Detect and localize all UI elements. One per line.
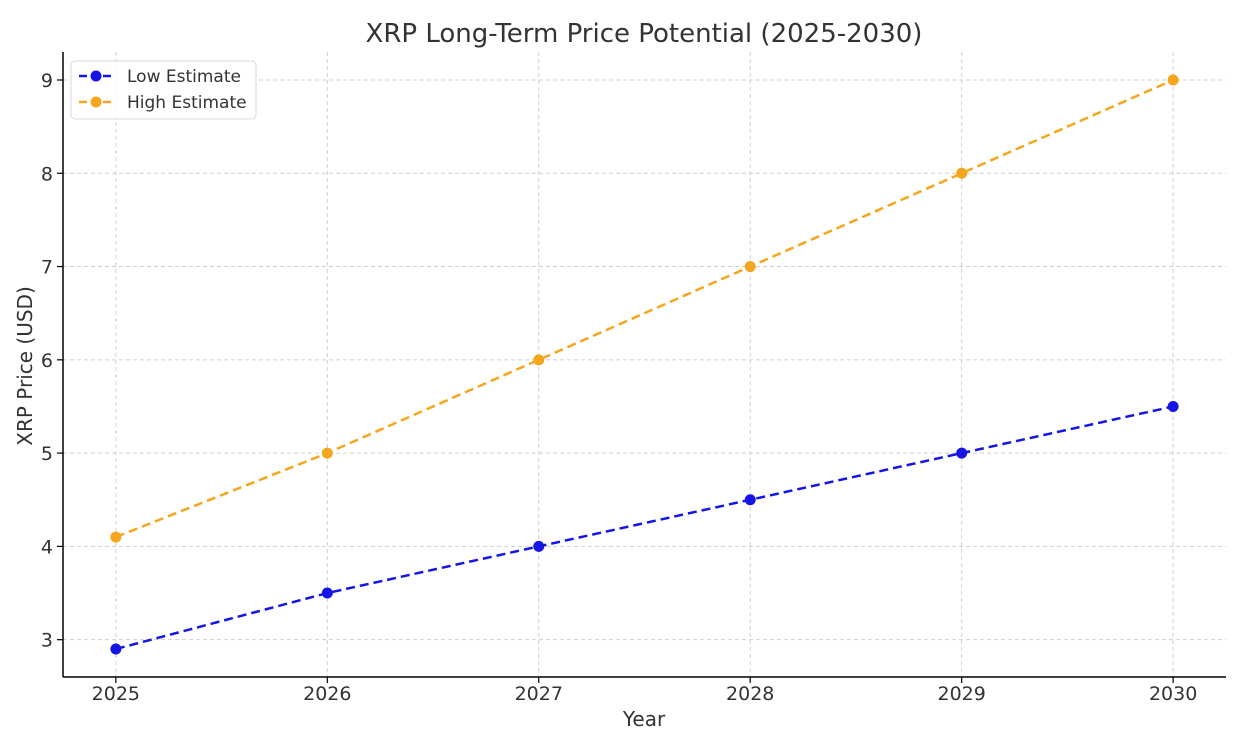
- y-tick-label: 6: [41, 350, 53, 372]
- data-point: [110, 531, 122, 543]
- series-layer: [110, 74, 1179, 655]
- x-tick-label: 2028: [726, 683, 774, 705]
- legend-item: Low Estimate: [79, 67, 241, 87]
- y-tick-label: 9: [41, 70, 53, 92]
- series-low-estimate: [110, 400, 1179, 655]
- data-point: [956, 447, 968, 459]
- data-point: [744, 494, 756, 506]
- series-high-estimate: [110, 74, 1179, 543]
- x-axis-label: Year: [622, 707, 666, 731]
- chart-title: XRP Long-Term Price Potential (2025-2030…: [366, 19, 923, 49]
- data-point: [533, 540, 545, 552]
- grid-lines: [63, 52, 1226, 677]
- legend-marker: [90, 70, 102, 82]
- series-line: [115, 405, 1174, 651]
- tick-labels: 2025 2026 2027 2028 2029 2030 3 4 5 6 7 8 9: [41, 70, 1197, 705]
- x-tick-label: 2029: [938, 683, 986, 705]
- x-tick-label: 2027: [515, 683, 563, 705]
- legend-box: [70, 60, 257, 120]
- data-point: [321, 587, 333, 599]
- series-line: [115, 78, 1174, 539]
- y-tick-label: 3: [41, 630, 53, 652]
- data-point: [110, 643, 122, 655]
- legend: Low Estimate High Estimate: [70, 60, 257, 120]
- data-point: [1167, 400, 1179, 412]
- x-tick-label: 2030: [1149, 683, 1197, 705]
- legend-item: High Estimate: [79, 93, 247, 113]
- data-point: [533, 354, 545, 366]
- y-tick-label: 5: [41, 443, 53, 465]
- legend-marker: [90, 96, 102, 108]
- y-tick-label: 8: [41, 163, 53, 185]
- data-point: [321, 447, 333, 459]
- y-tick-label: 7: [41, 257, 53, 279]
- data-point: [1167, 74, 1179, 86]
- x-tick-label: 2025: [92, 683, 140, 705]
- axes: [57, 52, 1226, 683]
- x-tick-label: 2026: [303, 683, 351, 705]
- data-point: [956, 167, 968, 179]
- y-tick-label: 4: [41, 536, 53, 558]
- data-point: [744, 261, 756, 273]
- legend-label: High Estimate: [127, 93, 247, 113]
- legend-label: Low Estimate: [127, 67, 241, 87]
- y-axis-label: XRP Price (USD): [13, 286, 37, 446]
